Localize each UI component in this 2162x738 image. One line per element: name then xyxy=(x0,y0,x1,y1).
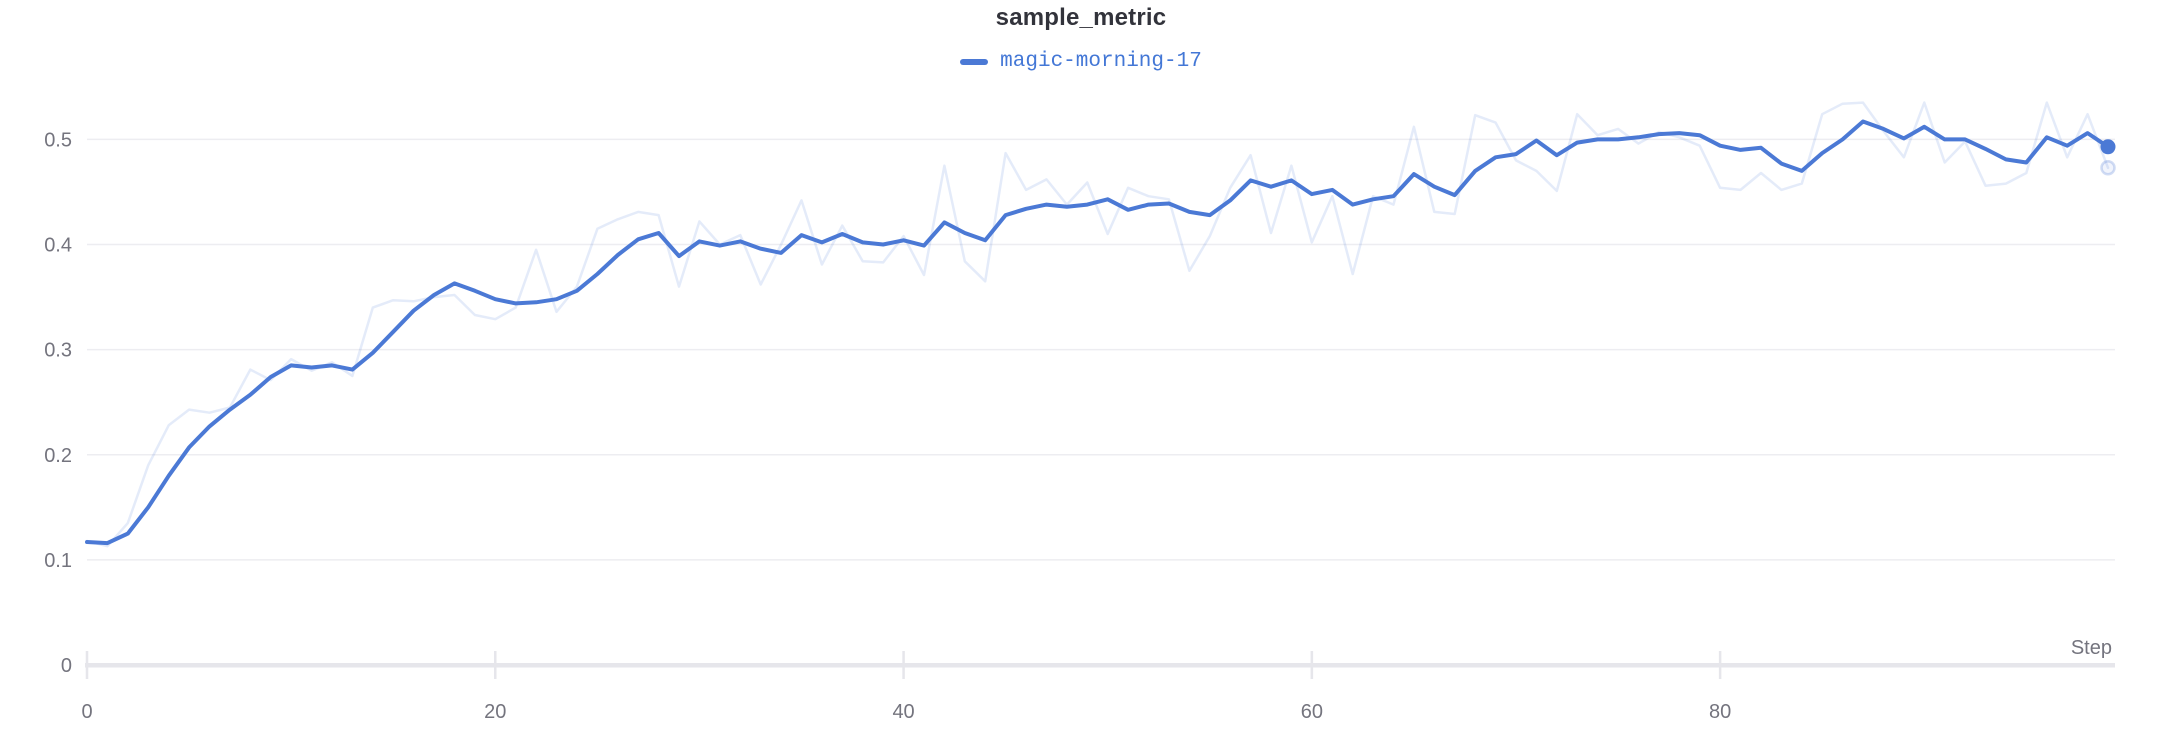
y-tick-label: 0.3 xyxy=(44,340,72,362)
legend-series-label[interactable]: magic-morning-17 xyxy=(1000,50,1202,73)
y-tick-label: 0 xyxy=(61,655,72,677)
x-tick-label: 60 xyxy=(1301,701,1323,723)
x-tick-label: 80 xyxy=(1709,701,1731,723)
x-tick-mark xyxy=(494,651,497,679)
y-tick-label: 0.1 xyxy=(44,550,72,572)
smoothed-end-point-marker xyxy=(2100,139,2116,155)
x-axis-title: Step xyxy=(2071,637,2112,659)
legend: magic-morning-17 xyxy=(0,50,2162,73)
y-tick-label: 0.4 xyxy=(44,235,72,257)
chart-title: sample_metric xyxy=(995,4,1167,31)
y-tick-label: 0.2 xyxy=(44,445,72,467)
x-tick-mark xyxy=(1718,651,1722,679)
x-tick-label: 20 xyxy=(484,701,506,723)
y-tick-label: 0.5 xyxy=(44,129,72,151)
run-line-smoothed xyxy=(85,119,2110,546)
series-color-swatch-icon xyxy=(960,58,989,65)
x-axis-line xyxy=(85,663,2115,668)
x-tick-mark xyxy=(85,651,89,679)
run-line-raw xyxy=(85,101,2110,548)
x-tick-label: 40 xyxy=(892,701,914,723)
raw-end-point-marker xyxy=(2100,160,2116,176)
x-tick-mark xyxy=(902,651,905,679)
x-tick-label: 0 xyxy=(81,701,92,723)
x-tick-mark xyxy=(1310,651,1314,679)
